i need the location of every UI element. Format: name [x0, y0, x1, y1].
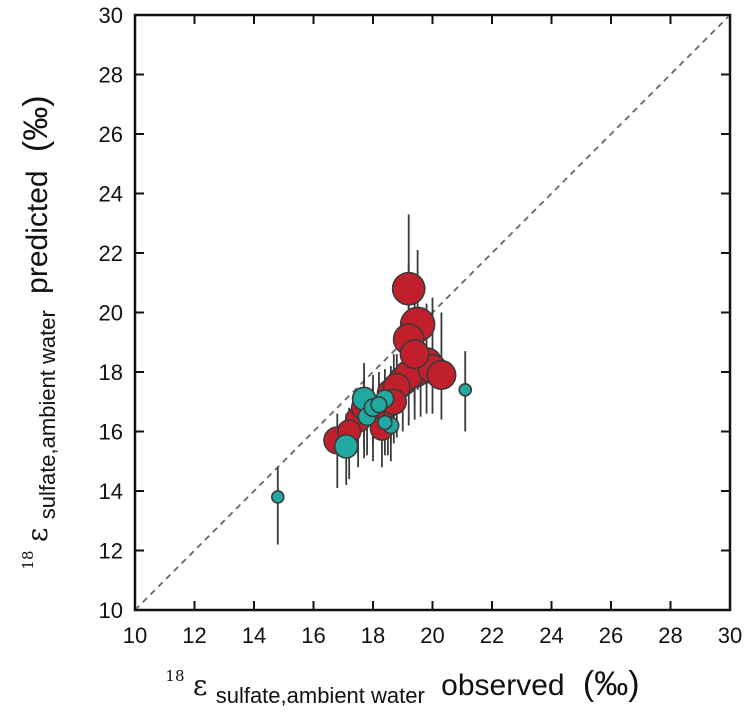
x-tick-label: 10: [123, 623, 147, 648]
x-axis-title-sub: sulfate,ambient water: [216, 683, 425, 708]
x-axis-title-symbol: ε: [193, 669, 208, 702]
y-tick-label: 24: [99, 182, 123, 207]
x-tick-label: 30: [718, 623, 742, 648]
y-axis-title-sup: 18: [19, 550, 37, 569]
x-axis-title-sup: 18: [165, 667, 184, 685]
x-tick-label: 16: [301, 623, 325, 648]
teal-data-point: [370, 396, 388, 414]
x-axis-title-unit: (‰): [583, 665, 640, 703]
y-tick-label: 16: [99, 420, 123, 445]
x-tick-label: 22: [480, 623, 504, 648]
teal-data-point: [333, 434, 359, 459]
x-tick-label: 18: [361, 623, 385, 648]
x-tick-label: 24: [539, 623, 563, 648]
x-tick-label: 28: [658, 623, 682, 648]
teal-data-point: [270, 490, 285, 504]
teal-data-point: [377, 414, 393, 431]
y-tick-label: 14: [99, 479, 123, 504]
y-axis-title-sub: sulfate,ambient water: [35, 310, 60, 519]
y-tick-label: 28: [99, 63, 123, 88]
data-points: [270, 271, 473, 504]
x-tick-label: 26: [599, 623, 623, 648]
y-tick-label: 18: [99, 360, 123, 385]
y-axis-title-symbol: ε: [21, 528, 54, 543]
y-tick-label: 22: [99, 241, 123, 266]
x-axis-title-main: observed: [441, 669, 564, 702]
y-axis-title-unit: (‰): [17, 95, 55, 152]
teal-data-point: [458, 383, 473, 397]
x-tick-label: 14: [242, 623, 266, 648]
y-tick-label: 30: [99, 3, 123, 28]
y-tick-label: 20: [99, 301, 123, 326]
y-axis-title: 18 ε sulfate,ambient water predicted (‰): [7, 95, 62, 569]
axis-tick-labels: 10 12 14 16 18 20 22 24 26 28 30 10 12 14 16 18 20 22 24 26…: [99, 3, 743, 648]
y-tick-label: 12: [99, 539, 123, 564]
red-data-point: [391, 271, 426, 306]
y-tick-label: 26: [99, 122, 123, 147]
x-tick-label: 12: [182, 623, 206, 648]
axis-ticks: [134, 14, 731, 611]
y-axis-title-main: predicted: [21, 170, 54, 293]
red-data-point: [399, 339, 430, 370]
x-axis-title: 18 ε sulfate,ambient water observed (‰): [165, 655, 639, 710]
red-data-point: [426, 359, 457, 391]
y-tick-label: 10: [99, 598, 123, 623]
x-tick-label: 20: [420, 623, 444, 648]
